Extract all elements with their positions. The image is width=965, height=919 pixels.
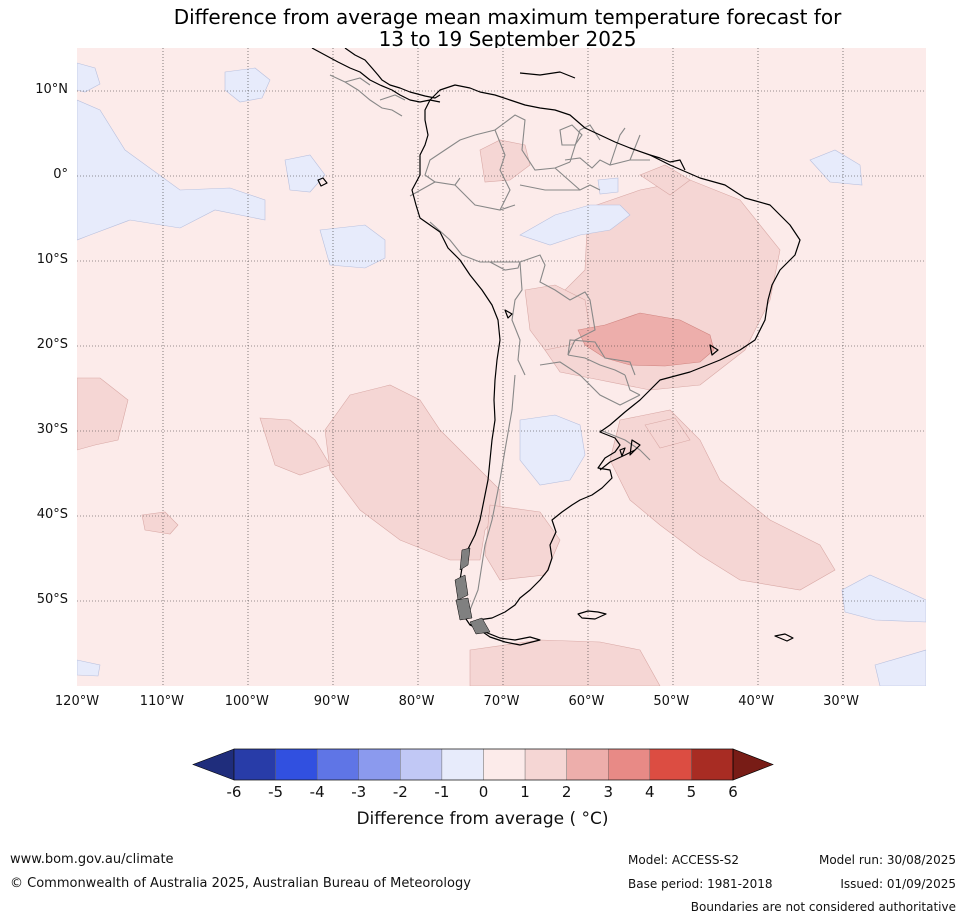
anomaly-region-northeast-brazil — [639, 164, 691, 196]
central-america-caribbean-coast — [344, 48, 441, 99]
gridlines — [77, 48, 926, 686]
latitude-label: 40°S — [36, 506, 68, 522]
anomaly-region-northern-andes — [479, 139, 531, 183]
longitude-label: 120°W — [54, 694, 100, 709]
colorbar-outline — [233, 748, 734, 781]
map-title-line-1: Difference from average mean maximum tem… — [173, 5, 842, 29]
anomaly-region-south-atlantic-cool — [841, 574, 926, 623]
colorbar-segment — [275, 748, 318, 781]
coastlines — [311, 48, 801, 646]
longitude-label: 60°W — [568, 694, 605, 709]
colorbar-tick-label: -5 — [268, 783, 284, 801]
colorbar-segment — [358, 748, 401, 781]
chile-fjords — [454, 547, 491, 635]
lake-titicaca — [504, 309, 513, 319]
falkland-islands — [577, 610, 607, 620]
longitude-label: 40°W — [738, 694, 775, 709]
colorbar-label: Difference from average ( °C) — [356, 809, 609, 829]
footer-model: Model: ACCESS-S2 — [628, 853, 740, 867]
anomaly-region-pacific-tiny — [141, 511, 179, 535]
colorbar-segment — [400, 748, 443, 781]
anomaly-region-west-pacific-band — [77, 377, 129, 451]
colorbar-segment — [483, 748, 526, 781]
colorbar-segment — [524, 748, 567, 781]
country-boundaries — [329, 74, 651, 611]
central-america-coastline — [311, 48, 441, 103]
galapagos-islands — [317, 177, 328, 187]
anomaly-region-patagonia — [484, 504, 561, 581]
colorbar-segment — [316, 748, 359, 781]
colorbar-segment — [691, 748, 734, 781]
anomaly-region-argentina-cool — [519, 414, 586, 486]
anomaly-region-east-pacific-cool — [77, 99, 266, 241]
colorbar-segment — [441, 748, 484, 781]
footer-model-run: Model run: 30/08/2025 — [818, 853, 956, 867]
colorbar-segment — [608, 748, 651, 781]
longitude-label: 30°W — [823, 694, 860, 709]
footer-website: www.bom.gov.au/climate — [10, 852, 174, 867]
latitude-label: 30°S — [36, 421, 68, 437]
anomaly-region-far-south-atlantic-cool — [874, 649, 926, 686]
south-argentina-lake — [619, 447, 626, 457]
latitude-label: 10°S — [36, 251, 68, 267]
latitude-label: 20°S — [36, 336, 68, 352]
latitude-label: 0° — [53, 166, 68, 182]
colorbar-tick-label: 2 — [561, 783, 572, 801]
anomaly-region-pacific-cool-small — [319, 224, 386, 269]
lake-near-tropic — [709, 344, 719, 356]
anomaly-region-positive-2-3 — [577, 312, 715, 367]
longitude-label: 100°W — [224, 694, 269, 709]
anomaly-region-galapagos-cool — [284, 154, 326, 193]
colorbar-tick-label: 0 — [478, 783, 489, 801]
anomaly-region-uruguay-coast — [644, 417, 691, 449]
latitude-label: 50°S — [36, 591, 68, 607]
longitude-label: 110°W — [139, 694, 184, 709]
anomaly-region-north-pacific-cool — [77, 62, 101, 93]
colorbar-tick-label: -1 — [434, 783, 450, 801]
south-america-coastline — [411, 84, 801, 646]
colorbar-tick-label: 5 — [686, 783, 697, 801]
anomaly-region-pacific-small — [259, 417, 331, 476]
longitude-label: 70°W — [483, 694, 520, 709]
colorbar-tick-label: -3 — [351, 783, 367, 801]
longitude-label: 50°W — [653, 694, 690, 709]
footer-disclaimer: Boundaries are not considered authoritat… — [690, 900, 956, 914]
south-georgia-island — [774, 633, 794, 642]
anomaly-region-south-atlantic — [609, 409, 836, 591]
colorbar-tick-label: -4 — [309, 783, 325, 801]
longitude-label: 90°W — [313, 694, 350, 709]
colorbar-tick-label: 6 — [728, 783, 738, 801]
colorbar-segment — [233, 748, 276, 781]
colorbar-under-arrow — [192, 748, 235, 781]
longitude-label: 80°W — [398, 694, 435, 709]
footer-copyright: © Commonwealth of Australia 2025, Austra… — [10, 876, 471, 891]
colorbar-tick-label: 1 — [520, 783, 530, 801]
latitude-label: 10°N — [35, 81, 68, 97]
colorbar-segment — [566, 748, 609, 781]
map-title-line-2: 13 to 19 September 2025 — [378, 27, 637, 51]
anomaly-region-amazon-cool — [519, 204, 631, 246]
footer-base-period: Base period: 1981-2018 — [628, 877, 773, 891]
caribbean-islands — [519, 71, 576, 79]
colorbar-segment — [649, 748, 692, 781]
anomaly-region-caribbean-cool — [224, 67, 271, 103]
colorbar-tick-label: 4 — [645, 783, 655, 801]
lagoa-dos-patos — [629, 439, 641, 456]
colorbar-over-arrow — [732, 748, 774, 781]
footer-issued: Issued: 01/09/2025 — [840, 877, 956, 891]
colorbar-tick-label: -6 — [226, 783, 242, 801]
anomaly-regions-negative-1-0 — [77, 62, 926, 686]
colorbar-tick-label: -2 — [392, 783, 408, 801]
colorbar-tick-label: 3 — [603, 783, 614, 801]
anomaly-region-far-south-pacific-cool — [77, 659, 101, 677]
amazon-river-mouth — [649, 154, 686, 171]
